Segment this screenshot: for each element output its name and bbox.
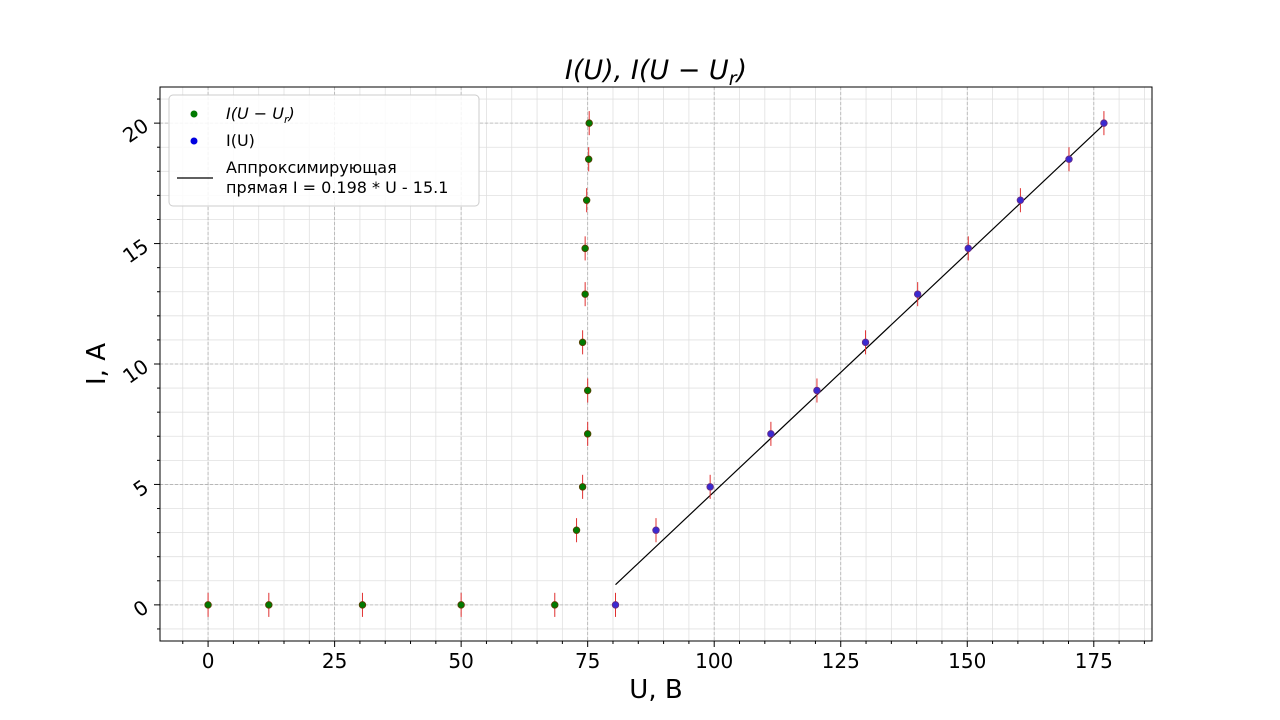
shifted-point (457, 601, 465, 609)
legend-label-raw: I(U) (226, 131, 255, 150)
y-tick-label: 5 (129, 475, 153, 502)
x-tick-label: 25 (322, 649, 347, 673)
x-tick-label: 175 (1075, 649, 1113, 673)
raw-point (652, 526, 660, 534)
chart-title: I(U), I(U − Ur) (565, 55, 747, 90)
raw-point (861, 338, 870, 347)
shifted-point (583, 430, 592, 438)
shifted-point (572, 526, 581, 534)
raw-point (1100, 119, 1108, 127)
shifted-point (584, 155, 593, 163)
raw-point (813, 386, 821, 395)
y-tick-label: 10 (118, 354, 153, 388)
shifted-point (581, 244, 589, 253)
shifted-point (358, 601, 367, 609)
shifted-point (578, 483, 587, 491)
raw-point (1065, 155, 1073, 163)
chart-title-main: I(U), I(U − U (565, 55, 729, 86)
raw-point (611, 601, 620, 609)
legend-label-fit-2: прямая I = 0.198 * U - 15.1 (226, 178, 448, 197)
y-axis-label: I, A (82, 343, 112, 385)
shifted-point (585, 119, 593, 127)
x-tick-label: 50 (448, 649, 473, 673)
x-tick-label: 0 (202, 649, 215, 673)
x-tick-label: 100 (695, 649, 733, 673)
shifted-point (581, 290, 589, 298)
data-points (204, 119, 1108, 609)
y-tick-label: 15 (118, 234, 153, 268)
legend-label-shifted: I(U − Ur) (226, 104, 295, 126)
shifted-point (204, 601, 212, 609)
legend-label-fit-1: Аппроксимирующая (226, 158, 397, 177)
shifted-point (578, 338, 587, 347)
chart-title-sub: r (729, 68, 738, 90)
legend-label-shifted-main: I(U − U (226, 104, 284, 123)
x-axis-label: U, B (629, 675, 682, 705)
y-tick-label: 0 (129, 595, 153, 622)
legend: I(U − Ur) I(U) Аппроксимирующая прямая I… (168, 94, 480, 207)
shifted-point (583, 386, 592, 395)
shifted-point (265, 601, 273, 609)
legend-label-shifted-sub: r (284, 113, 290, 126)
legend-marker-raw (190, 137, 198, 145)
x-tick-label: 125 (822, 649, 860, 673)
chart-title-end: ) (735, 55, 748, 86)
legend-box (168, 94, 480, 207)
legend-label-shifted-end: ) (288, 104, 295, 123)
raw-point (964, 244, 972, 253)
x-tick-label: 150 (948, 649, 986, 673)
raw-point (1016, 196, 1025, 204)
raw-point (913, 290, 922, 298)
legend-marker-shifted (190, 110, 198, 118)
shifted-point (582, 196, 591, 204)
raw-point (706, 483, 714, 491)
y-tick-label: 20 (118, 113, 153, 147)
x-tick-label: 75 (575, 649, 600, 673)
shifted-point (551, 601, 559, 609)
raw-point (767, 430, 775, 438)
